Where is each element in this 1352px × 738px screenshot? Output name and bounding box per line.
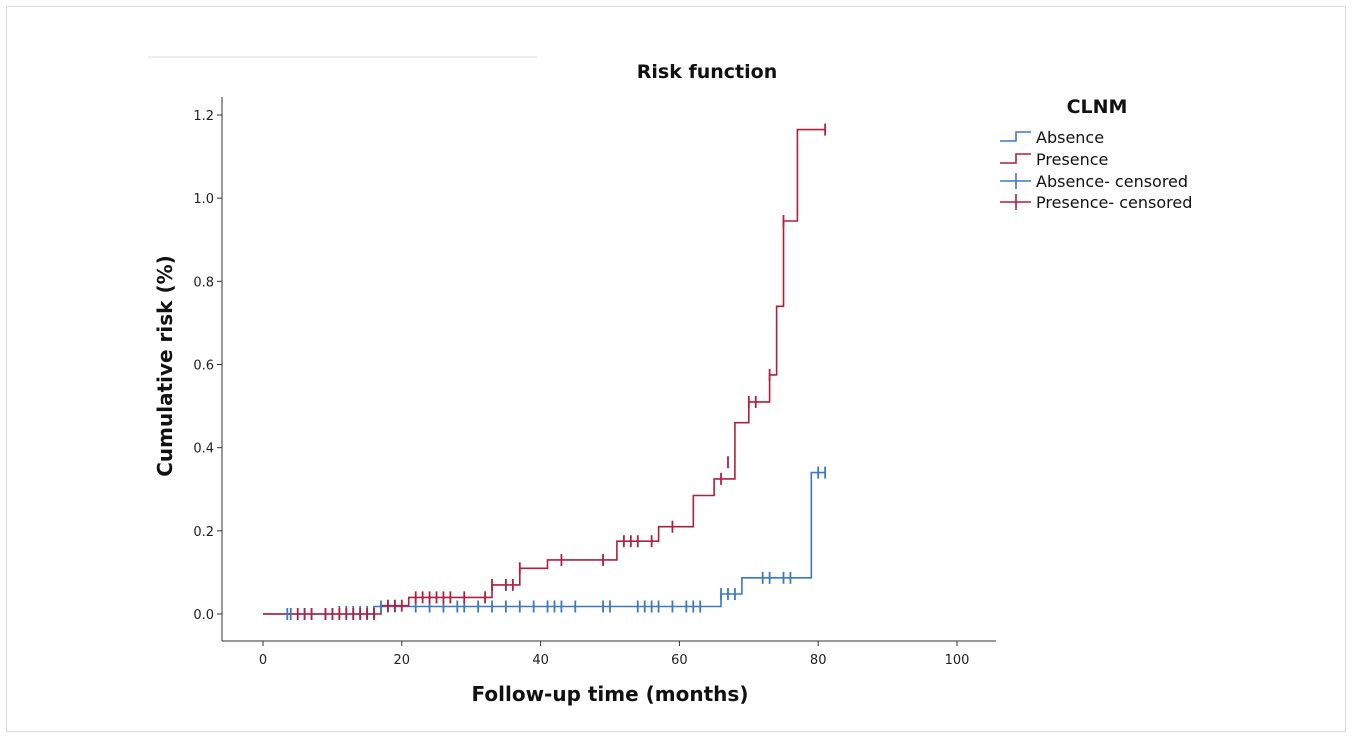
legend-swatch (1000, 131, 1031, 142)
legend-items: Absence Presence Absence- censored Presence… (1000, 128, 1192, 212)
legend: CLNM Absence Presence Absence- censored Pre… (1000, 96, 1192, 212)
y-tick-label: 0.6 (193, 359, 214, 374)
series-line-presence (263, 128, 826, 615)
y-tick-label: 1.2 (193, 109, 214, 124)
x-tick-label: 0 (259, 653, 267, 668)
chart-title: Risk function (637, 61, 777, 83)
plot-axes (221, 97, 996, 642)
censor-marks (286, 123, 827, 620)
x-tick-label: 80 (810, 653, 827, 668)
legend-label: Presence- censored (1036, 193, 1192, 212)
series-lines (263, 128, 826, 615)
y-tick-label: 0.0 (193, 608, 214, 623)
legend-label: Presence (1036, 150, 1108, 169)
x-tick-labels: 0 20 40 60 80 100 (259, 641, 970, 668)
x-tick-label: 20 (394, 653, 411, 668)
y-tick-label: 0.8 (193, 275, 214, 290)
x-tick-label: 100 (945, 653, 970, 668)
y-tick-label: 0.4 (193, 442, 214, 457)
x-axis-title: Follow-up time (months) (472, 682, 749, 706)
legend-item: Presence- censored (1000, 193, 1192, 212)
legend-title: CLNM (1067, 96, 1128, 118)
legend-item: Absence (1000, 128, 1104, 147)
legend-swatch (1000, 153, 1031, 164)
y-tick-labels: 0.0 0.2 0.4 0.6 0.8 1.0 1.2 (193, 109, 222, 623)
legend-label: Absence (1036, 128, 1104, 147)
legend-label: Absence- censored (1036, 172, 1188, 191)
legend-item: Presence (1000, 150, 1108, 169)
x-tick-label: 60 (671, 653, 688, 668)
x-tick-label: 40 (532, 653, 549, 668)
chart-frame (6, 6, 1346, 732)
y-tick-label: 0.2 (193, 525, 214, 540)
legend-item: Absence- censored (1000, 172, 1188, 191)
y-tick-label: 1.0 (193, 192, 214, 207)
series-line-absence (263, 471, 826, 615)
y-axis-title: Cumulative risk (%) (153, 255, 177, 477)
